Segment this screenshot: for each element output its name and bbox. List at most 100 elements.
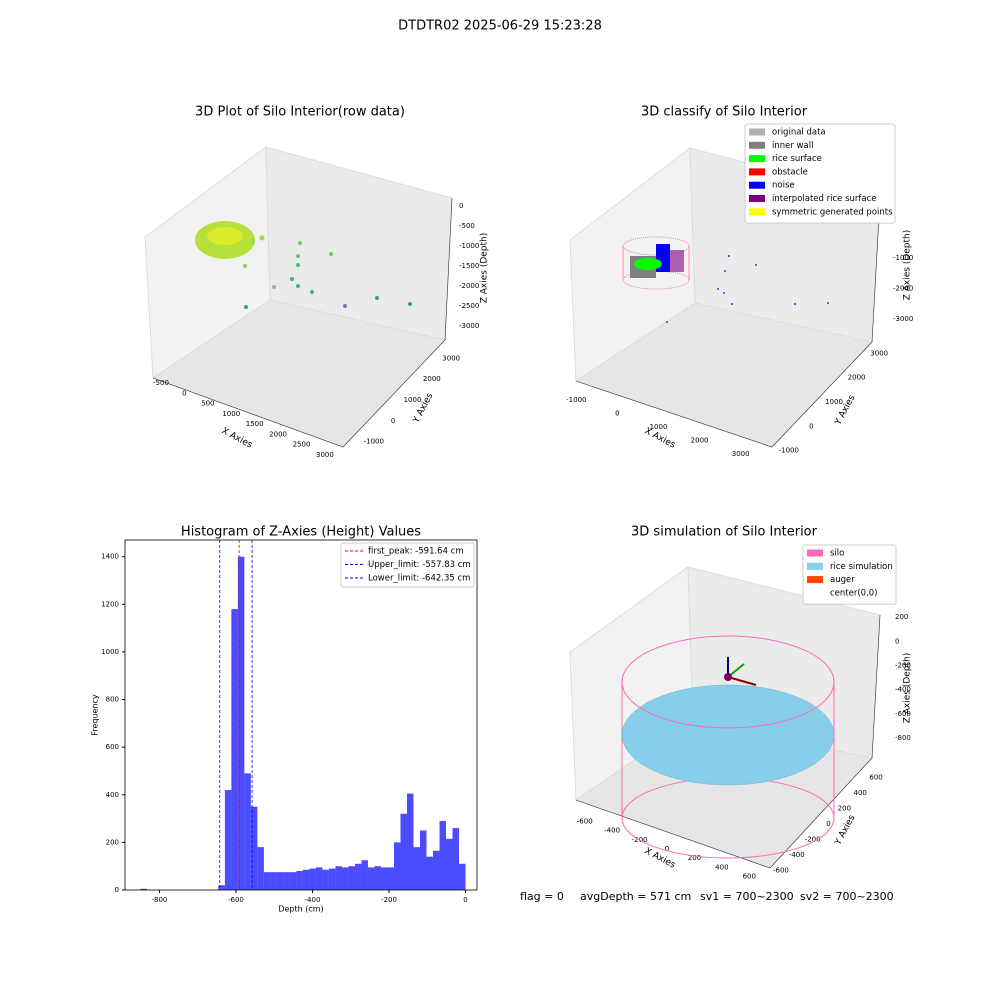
legend-swatch — [807, 549, 823, 557]
dot — [244, 305, 248, 309]
dot — [329, 252, 333, 256]
y-axis-label: Frequency — [91, 694, 100, 736]
y-tick-label: 400 — [854, 789, 867, 797]
dot — [298, 241, 302, 245]
legend-label: obstacle — [772, 167, 808, 177]
x-tick-label: 600 — [743, 872, 756, 880]
surface — [634, 258, 662, 270]
bar — [237, 556, 245, 890]
bar — [367, 867, 375, 890]
legend-label: rice surface — [772, 154, 822, 164]
y-tick-label: 1400 — [101, 553, 119, 561]
bar — [289, 872, 297, 890]
bar — [413, 847, 420, 890]
y-tick-label: 0 — [115, 886, 119, 894]
bar — [335, 866, 342, 890]
x-tick-label: 1000 — [222, 410, 240, 418]
x-tick-label: 3000 — [732, 450, 750, 458]
bar — [380, 867, 388, 890]
z-tick-label: -3000 — [459, 322, 479, 330]
dot — [290, 277, 294, 281]
bar — [276, 872, 284, 890]
y-tick-label: 2000 — [848, 374, 866, 382]
footer-sv1: sv1 = 700~2300 — [700, 890, 794, 903]
bar — [250, 806, 258, 890]
x-tick-label: 0 — [665, 845, 669, 853]
bar — [231, 609, 238, 890]
x-axis-label: Depth (cm) — [278, 905, 323, 914]
auger-x — [727, 676, 757, 686]
dot — [666, 321, 668, 323]
dot — [243, 264, 247, 268]
y-tick-label: 0 — [809, 422, 813, 430]
rice — [621, 684, 835, 786]
bar — [459, 863, 466, 890]
legend-swatch — [749, 181, 765, 189]
z-tick-label: -2000 — [893, 285, 913, 293]
legend-swatch — [749, 208, 765, 216]
legend-label: first_peak: -591.64 cm — [368, 547, 464, 557]
x-tick-label: 400 — [715, 863, 728, 871]
y-tick-label: 3000 — [442, 354, 460, 362]
legend-swatch — [749, 155, 765, 163]
bar — [328, 868, 336, 890]
z-axis-label: Z Axies (Depth) — [903, 230, 913, 301]
center — [724, 673, 732, 681]
y-tick-label: 1000 — [101, 648, 119, 656]
footer: flag = 0 avgDepth = 571 cm sv1 = 700~230… — [520, 890, 894, 903]
silo-top — [621, 635, 835, 729]
footer-avg: avgDepth = 571 cm — [580, 890, 691, 903]
footer-sv2: sv2 = 700~2300 — [800, 890, 894, 903]
z-tick-label: 200 — [895, 613, 908, 621]
bar — [270, 872, 277, 890]
x-tick-label: -500 — [153, 379, 169, 387]
legend-swatch — [749, 168, 765, 176]
dot — [310, 290, 314, 294]
figure-title: DTDTR02 2025-06-29 15:23:28 — [398, 19, 602, 34]
y-tick-label: 200 — [838, 805, 851, 813]
y-tick-label: -1000 — [364, 438, 384, 446]
bar — [446, 838, 453, 890]
y-axis-label: Y Axies — [833, 813, 858, 848]
legend-swatch — [749, 128, 765, 136]
legend-swatch — [749, 141, 765, 149]
legend-label: noise — [772, 181, 795, 191]
x-tick-label: 200 — [688, 854, 701, 862]
axis-line — [152, 197, 453, 448]
bar — [302, 869, 310, 890]
legend-label: silo — [830, 549, 844, 559]
y-tick-label: 400 — [106, 791, 119, 799]
legend-label: interpolated rice surface — [772, 194, 877, 204]
legend-box — [744, 123, 896, 224]
z-axis-label: Z Axies (Depth) — [480, 233, 490, 304]
dot — [272, 285, 276, 289]
bar — [374, 866, 381, 890]
x-tick-label: -400 — [604, 827, 620, 835]
dot — [296, 263, 300, 267]
y-tick-label: -1000 — [779, 447, 799, 455]
bar — [224, 790, 232, 890]
y-tick-label: -600 — [773, 866, 789, 874]
bar — [309, 868, 316, 890]
x-tick-label: 0 — [182, 389, 186, 397]
z-tick-label: -800 — [895, 734, 911, 742]
x-axis-label: X Axies — [643, 846, 677, 871]
bar — [315, 867, 323, 890]
y-tick-label: 800 — [106, 696, 119, 704]
bar — [354, 863, 362, 890]
x-tick-label: 3000 — [316, 451, 334, 459]
bar — [244, 773, 251, 890]
torus-top — [207, 227, 243, 245]
dot — [731, 303, 733, 305]
bar — [426, 856, 433, 890]
chart-title: Histogram of Z-Axies (Height) Values — [181, 525, 421, 540]
dot — [724, 270, 726, 272]
bar — [140, 888, 147, 890]
y-tick-label: 2000 — [423, 375, 441, 383]
z-tick-label: 0 — [459, 202, 463, 210]
y-tick-label: 3000 — [870, 349, 888, 357]
cloud-2 — [622, 236, 829, 323]
bar — [406, 793, 414, 890]
dot — [408, 302, 412, 306]
